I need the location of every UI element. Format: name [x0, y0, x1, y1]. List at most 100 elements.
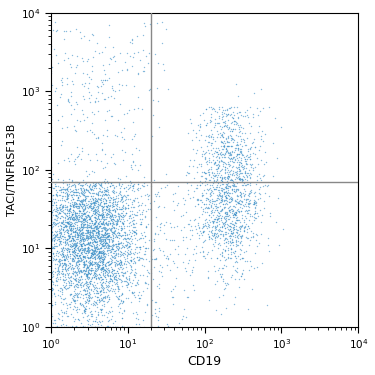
Point [129, 218, 135, 224]
Point [116, 260, 122, 266]
Point [190, 286, 196, 292]
Point [59, 257, 65, 263]
Point [126, 251, 132, 257]
Point [84, 226, 90, 232]
Point [220, 146, 226, 152]
Point [68, 274, 74, 280]
Point [64, 81, 70, 87]
Point [236, 171, 242, 177]
Point [109, 273, 115, 279]
Point [60, 245, 66, 251]
Point [79, 188, 85, 194]
Point [68, 266, 74, 272]
Point [99, 243, 105, 249]
Point [115, 217, 121, 223]
Point [79, 234, 85, 240]
Point [84, 114, 90, 120]
Point [62, 215, 68, 221]
Point [56, 255, 62, 261]
Point [104, 231, 110, 237]
Point [127, 53, 133, 59]
Point [105, 266, 111, 272]
Point [211, 186, 217, 192]
Point [230, 182, 236, 188]
Point [232, 147, 238, 153]
Point [236, 166, 242, 172]
Point [64, 237, 70, 243]
Point [93, 211, 99, 217]
Point [227, 236, 233, 242]
Point [76, 194, 82, 200]
Point [64, 256, 70, 262]
Point [205, 139, 211, 145]
Point [115, 324, 121, 330]
Point [104, 203, 110, 209]
Point [83, 242, 89, 248]
Point [48, 219, 54, 225]
Point [105, 310, 111, 316]
Point [239, 152, 245, 158]
Point [90, 241, 96, 247]
Point [217, 151, 223, 157]
Point [161, 67, 167, 73]
Point [227, 239, 233, 245]
Point [96, 216, 102, 222]
Point [70, 235, 76, 241]
Point [65, 246, 71, 252]
Point [83, 180, 89, 186]
Point [238, 176, 244, 182]
Point [100, 261, 106, 267]
Point [123, 82, 129, 88]
Point [48, 233, 54, 239]
Point [234, 142, 240, 148]
Point [63, 267, 69, 273]
Point [108, 278, 114, 284]
Point [91, 111, 97, 117]
Point [67, 206, 73, 212]
Point [92, 220, 98, 226]
Point [48, 197, 54, 203]
Point [59, 254, 65, 260]
Point [61, 186, 67, 192]
Point [237, 225, 243, 231]
Point [267, 213, 273, 219]
Point [107, 287, 113, 293]
Point [86, 37, 92, 43]
Point [86, 296, 92, 302]
Point [91, 243, 97, 249]
Point [135, 257, 141, 263]
Point [65, 220, 71, 226]
Point [80, 295, 86, 301]
Point [108, 269, 114, 275]
Point [219, 206, 225, 212]
Point [78, 198, 84, 204]
Point [85, 271, 91, 277]
Point [59, 220, 65, 226]
Point [90, 272, 96, 278]
Point [127, 257, 133, 263]
Point [273, 115, 279, 121]
Point [224, 213, 230, 219]
Point [83, 285, 89, 291]
Point [96, 212, 102, 218]
Point [209, 188, 214, 194]
Point [48, 214, 54, 220]
Point [230, 183, 236, 189]
Point [228, 120, 234, 126]
Point [58, 298, 64, 304]
Point [237, 176, 243, 181]
Point [152, 231, 158, 237]
Point [81, 192, 87, 198]
Point [114, 213, 120, 219]
Point [74, 240, 80, 246]
Point [75, 291, 81, 297]
Point [89, 262, 95, 268]
Point [99, 205, 105, 211]
Point [84, 230, 90, 236]
Point [258, 136, 264, 142]
Point [60, 209, 66, 214]
Point [219, 265, 225, 271]
Point [54, 221, 60, 227]
Point [116, 211, 122, 217]
Point [225, 154, 231, 160]
